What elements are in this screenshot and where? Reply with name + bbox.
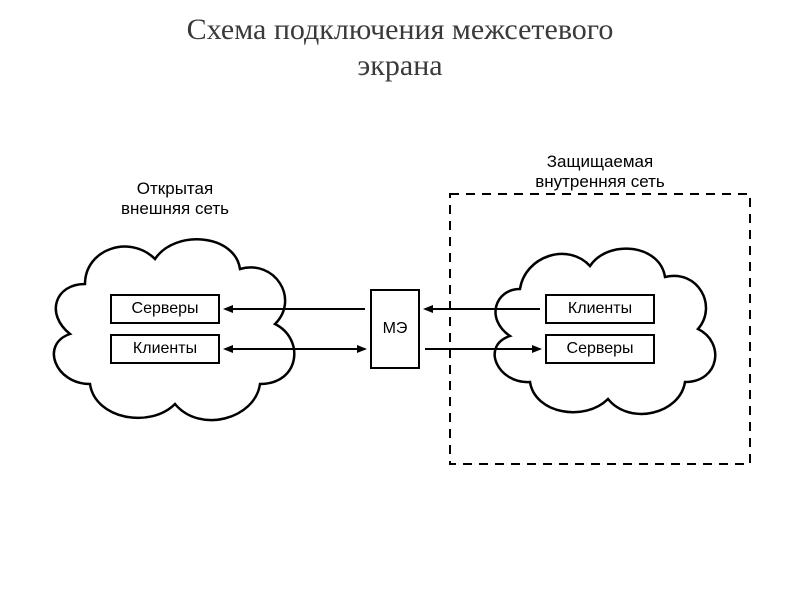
left-servers-box: Серверы — [110, 294, 220, 324]
left-cloud-label-l1: Открытая — [137, 179, 213, 198]
page-title: Схема подключения межсетевого экрана — [0, 0, 800, 84]
right-clients-label: Клиенты — [568, 300, 632, 318]
right-servers-label: Серверы — [567, 340, 634, 358]
title-line-2: экрана — [357, 49, 442, 82]
right-clients-box: Клиенты — [545, 294, 655, 324]
left-servers-label: Серверы — [132, 300, 199, 318]
firewall-node: МЭ — [370, 289, 420, 369]
right-cloud-label-l1: Защищаемая — [547, 152, 653, 171]
right-cloud-label-l2: внутренняя сеть — [535, 172, 665, 191]
left-cloud-label-l2: внешняя сеть — [121, 199, 229, 218]
left-clients-label: Клиенты — [133, 340, 197, 358]
right-cloud-label: Защищаемая внутренняя сеть — [510, 152, 690, 191]
right-cloud — [495, 249, 716, 414]
firewall-label: МЭ — [383, 320, 408, 338]
left-clients-box: Клиенты — [110, 334, 220, 364]
title-line-1: Схема подключения межсетевого — [187, 13, 614, 46]
left-cloud-label: Открытая внешняя сеть — [105, 179, 245, 218]
left-cloud — [54, 239, 294, 420]
right-servers-box: Серверы — [545, 334, 655, 364]
diagram-stage: Открытая внешняя сеть Защищаемая внутрен… — [0, 84, 800, 584]
